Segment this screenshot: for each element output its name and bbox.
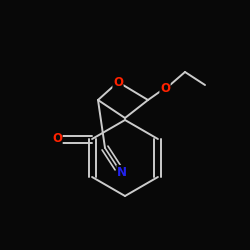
Text: O: O: [160, 82, 170, 94]
Text: O: O: [52, 132, 62, 145]
Text: O: O: [113, 76, 123, 88]
Text: N: N: [117, 166, 127, 178]
